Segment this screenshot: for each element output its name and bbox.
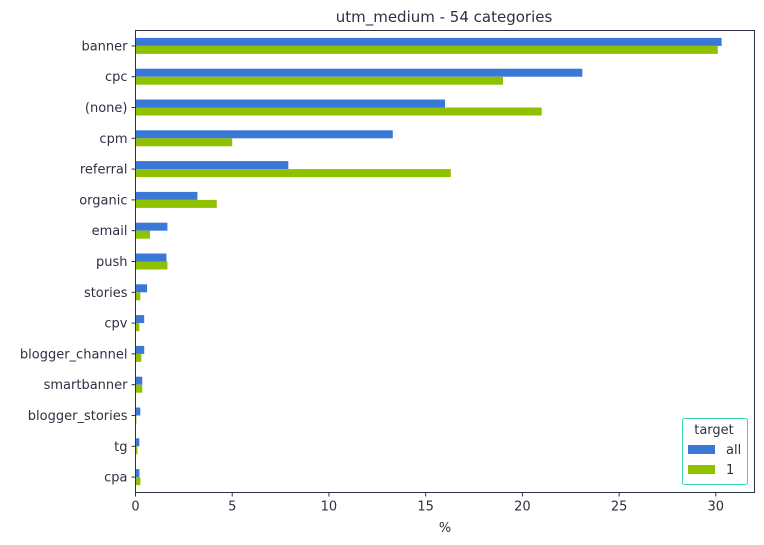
legend-swatch-1 [688,465,715,474]
y-tick-label: tg [114,440,127,455]
x-tick-label: 10 [321,500,338,515]
y-tick-label: cpm [99,132,127,147]
bar-cpc-1 [135,76,504,85]
x-tick-label: 5 [228,500,236,515]
bar-referral-all [135,161,289,170]
bar-blogger_channel-all [135,345,145,354]
x-tick-label: 0 [131,500,139,515]
bar-cpm-1 [135,138,233,147]
legend-swatch-all [688,445,715,454]
bar-email-all [135,222,168,231]
bar-blogger_stories-all [135,407,141,416]
legend-label-all: all [726,443,741,458]
bar-push-all [135,253,167,262]
bar-cpa-all [135,469,140,478]
x-axis: 0 5 10 15 20 25 30 [131,492,725,515]
y-tick-label: cpv [104,317,127,332]
x-tick-label: 25 [611,500,628,515]
y-tick-label: cpc [105,70,128,85]
legend: target all 1 [682,418,748,485]
y-tick-label: blogger_channel [20,347,128,362]
y-axis: banner cpc (none) cpm referral organic email pu… [20,39,136,486]
bar-smartbanner-all [135,376,143,385]
y-tick-label: email [92,224,128,239]
x-tick-label: 15 [417,500,434,515]
bar-(none)-1 [135,107,542,116]
bar-stories-1 [135,292,141,301]
bar-referral-1 [135,169,451,178]
bar-tg-1 [135,446,138,455]
y-tick-label: smartbanner [44,378,129,393]
x-axis-label: % [439,521,451,536]
bar-cpa-1 [135,477,141,486]
y-tick-label: referral [80,163,128,178]
bar-banner-all [135,37,722,46]
bar-cpc-all [135,68,583,77]
bar-cpm-all [135,130,393,139]
bars-layer [135,37,722,486]
bar-(none)-all [135,99,445,108]
y-tick-label: blogger_stories [28,409,128,424]
bar-blogger_channel-1 [135,353,142,362]
bar-organic-all [135,191,198,200]
y-tick-label: stories [84,286,128,301]
bar-stories-all [135,284,148,293]
bar-cpv-1 [135,323,140,332]
x-tick-label: 20 [514,500,531,515]
bar-banner-1 [135,45,718,54]
legend-title: target [694,423,734,438]
y-tick-label: (none) [85,101,128,116]
bar-email-1 [135,230,151,239]
bar-cpv-all [135,315,145,324]
y-tick-label: cpa [104,471,127,486]
bar-organic-1 [135,199,217,208]
legend-label-1: 1 [726,463,734,478]
bar-smartbanner-1 [135,384,143,393]
y-tick-label: push [96,255,128,270]
y-tick-label: organic [79,193,127,208]
bar-tg-all [135,438,140,447]
x-tick-label: 30 [708,500,725,515]
bar-push-1 [135,261,168,270]
y-tick-label: banner [81,39,128,54]
chart-title: utm_medium - 54 categories [336,8,553,27]
